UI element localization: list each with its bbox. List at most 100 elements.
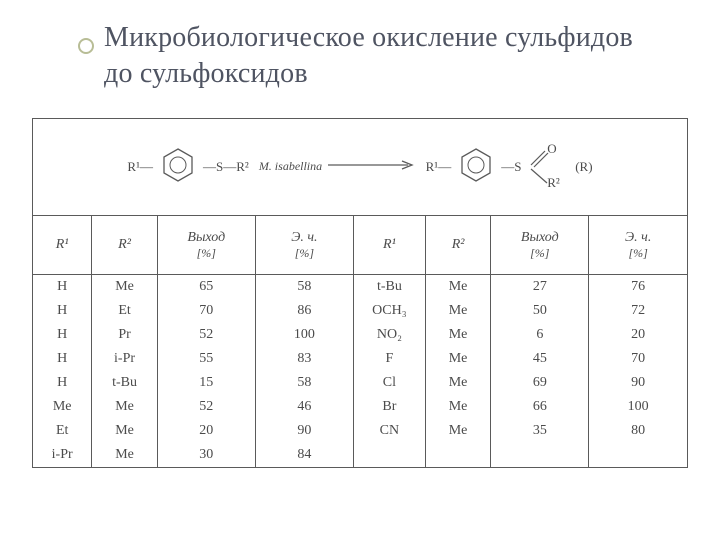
table-cell: Me [425,323,490,347]
catalyst-label: M. isabellina [259,159,322,173]
table-cell: 45 [491,347,589,371]
table-cell: Br [353,395,425,419]
table-row: EtMe2090CNMe3580 [33,419,687,443]
table-cell: Et [33,419,92,443]
table-cell: Me [425,347,490,371]
table-cell: Me [92,443,157,467]
table-row: Hi-Pr5583FMe4570 [33,347,687,371]
table-cell: NO₂ [353,323,425,347]
table-cell: 15 [157,371,255,395]
table-cell: 27 [491,275,589,300]
table-row: MeMe5246BrMe66100 [33,395,687,419]
table-header-row: R¹ R² Выход[%] Э. ч.[%] R¹ R² Выход[%] Э… [33,216,687,275]
table-cell: 65 [157,275,255,300]
table-container: R¹— —S—R² M. isabellina R¹— [32,118,688,468]
table-cell: 70 [157,299,255,323]
table-cell: 76 [589,275,687,300]
table-cell: i-Pr [92,347,157,371]
table-cell: 100 [589,395,687,419]
table-cell: 58 [255,275,353,300]
table-cell: 80 [589,419,687,443]
table-row: HPr52100NO₂Me620 [33,323,687,347]
table-row: i-PrMe3084 [33,443,687,467]
reaction-arrow: M. isabellina [259,159,416,175]
table-cell: 30 [157,443,255,467]
table-cell: 66 [491,395,589,419]
table-cell: 58 [255,371,353,395]
table-body: HMe6558t-BuMe2776HEt7086OCH₃Me5072HPr521… [33,275,687,468]
col-header: R² [425,216,490,275]
table-cell: Me [33,395,92,419]
table-cell: 86 [255,299,353,323]
table-cell: 46 [255,395,353,419]
table-cell: 52 [157,395,255,419]
table-cell: i-Pr [33,443,92,467]
col-header: Выход[%] [491,216,589,275]
table-cell: CN [353,419,425,443]
substrate-sr2: —S—R² [203,159,249,175]
table-cell: t-Bu [353,275,425,300]
table-cell: H [33,275,92,300]
title-bullet [78,38,94,54]
table-cell: H [33,299,92,323]
table-cell: H [33,371,92,395]
slide: Микробиологическое окисление сульфидов д… [0,0,720,540]
table-cell: Me [92,395,157,419]
table-cell: H [33,347,92,371]
table-row: Ht-Bu1558ClMe6990 [33,371,687,395]
table-cell: OCH₃ [353,299,425,323]
substrate-r1: R¹— [127,159,153,175]
data-table: R¹ R² Выход[%] Э. ч.[%] R¹ R² Выход[%] Э… [33,216,687,467]
table-cell: Me [92,275,157,300]
table-cell: t-Bu [92,371,157,395]
table-cell: 72 [589,299,687,323]
table-cell: 83 [255,347,353,371]
product-r1: R¹— [426,159,452,175]
arrow-icon [326,160,416,170]
table-cell: 35 [491,419,589,443]
product-r2: R² [547,175,560,191]
benzene-ring-icon [457,146,495,189]
table-cell: Pr [92,323,157,347]
col-header: R¹ [33,216,92,275]
col-header: Э. ч.[%] [589,216,687,275]
table-cell: Me [92,419,157,443]
table-cell: 70 [589,347,687,371]
table-cell: F [353,347,425,371]
table-cell: 20 [157,419,255,443]
table-cell: Cl [353,371,425,395]
table-cell: 69 [491,371,589,395]
table-cell [589,443,687,467]
table-cell: Me [425,395,490,419]
table-cell [491,443,589,467]
table-cell: Me [425,371,490,395]
table-cell: 6 [491,323,589,347]
table-cell: H [33,323,92,347]
table-cell: Me [425,275,490,300]
table-cell: 55 [157,347,255,371]
slide-title: Микробиологическое окисление сульфидов д… [104,20,664,92]
table-row: HEt7086OCH₃Me5072 [33,299,687,323]
table-cell: 84 [255,443,353,467]
sulfoxide-group: —S O R² [501,145,561,189]
table-cell: 52 [157,323,255,347]
table-cell: 90 [589,371,687,395]
col-header: Э. ч.[%] [255,216,353,275]
col-header: R¹ [353,216,425,275]
table-cell [425,443,490,467]
product-o: O [547,141,556,157]
table-cell: 100 [255,323,353,347]
config-note: (R) [575,159,592,175]
col-header: Выход[%] [157,216,255,275]
table-cell: 90 [255,419,353,443]
table-cell: 50 [491,299,589,323]
table-cell: Me [425,299,490,323]
col-header: R² [92,216,157,275]
table-row: HMe6558t-BuMe2776 [33,275,687,300]
reaction-scheme: R¹— —S—R² M. isabellina R¹— [33,119,687,216]
table-cell [353,443,425,467]
table-cell: Et [92,299,157,323]
table-cell: 20 [589,323,687,347]
benzene-ring-icon [159,146,197,189]
table-cell: Me [425,419,490,443]
